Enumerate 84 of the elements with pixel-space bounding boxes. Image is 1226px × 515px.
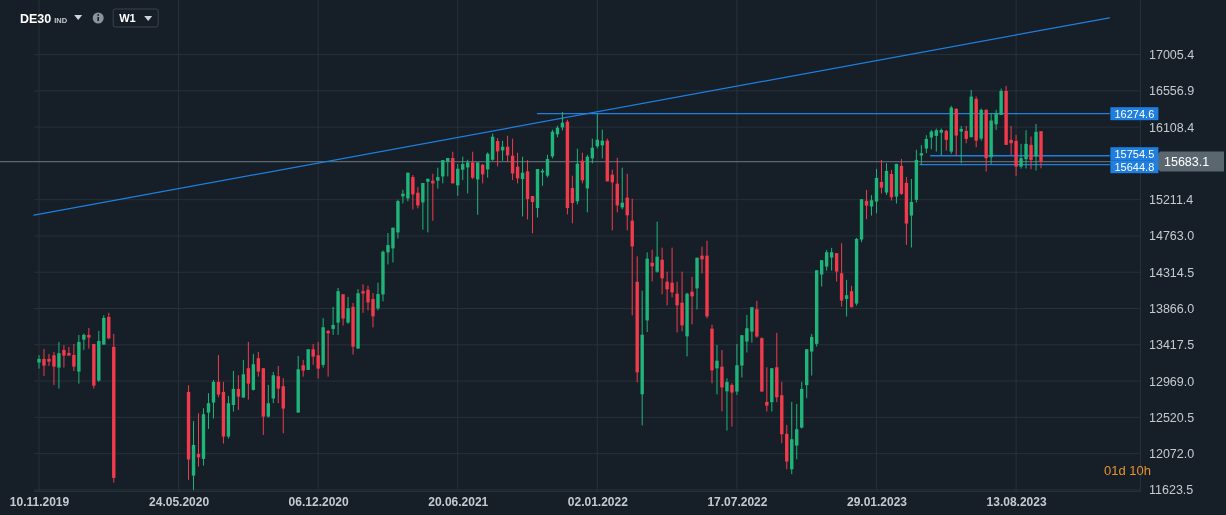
candlestick	[819, 259, 824, 288]
candlestick	[909, 178, 914, 249]
candlestick	[690, 276, 694, 325]
x-tick-label: 29.01.2023	[846, 494, 908, 509]
candlestick	[426, 178, 430, 233]
candlestick	[266, 384, 270, 419]
candlestick	[874, 168, 879, 214]
candlestick	[1029, 136, 1033, 170]
candlestick	[530, 195, 535, 234]
annotation: 01d 10h	[1104, 463, 1151, 478]
candlestick	[829, 247, 834, 272]
candlestick	[471, 151, 475, 180]
candlestick	[650, 249, 654, 282]
y-tick-label: 14763.0	[1149, 229, 1195, 244]
candlestick	[461, 156, 465, 181]
candlestick	[869, 194, 874, 217]
candlestick	[834, 252, 839, 283]
series-label: 15644.8	[1114, 160, 1155, 173]
candlestick	[306, 348, 310, 371]
candlestick	[720, 349, 724, 412]
candlestick	[271, 371, 275, 404]
candlestick	[715, 344, 719, 395]
candlestick	[730, 382, 734, 428]
y-tick-label: 13417.5	[1149, 338, 1195, 353]
candlestick	[241, 359, 246, 399]
candlestick	[844, 279, 849, 318]
candlestick	[206, 392, 211, 430]
candlestick	[824, 249, 829, 272]
y-tick-label: 12072.0	[1149, 447, 1195, 462]
candlestick	[944, 129, 948, 152]
y-tick-label: 14314.5	[1149, 265, 1195, 280]
x-tick-label: 20.06.2021	[428, 494, 489, 509]
x-tick-label: 10.11.2019	[9, 494, 70, 509]
y-tick-label: 13866.0	[1149, 302, 1195, 317]
annotation: W1	[119, 12, 136, 24]
candlestick	[276, 365, 280, 404]
candlestick	[57, 341, 61, 390]
candlestick	[37, 354, 41, 370]
y-tick-label: 17005.4	[1149, 48, 1195, 63]
candlestick	[959, 125, 963, 164]
candlestick	[879, 159, 884, 195]
candlestick	[929, 129, 934, 150]
candlestick	[281, 377, 285, 434]
candlestick	[545, 154, 550, 178]
candlestick	[864, 189, 869, 220]
x-tick-label: 02.01.2022	[567, 494, 629, 509]
y-tick-label: 16108.4	[1149, 120, 1195, 135]
candlestick	[256, 351, 261, 378]
candlestick	[795, 403, 799, 460]
x-tick-label: 17.07.2022	[707, 494, 768, 509]
candlestick	[87, 327, 91, 350]
candlestick	[376, 282, 380, 311]
candlestick	[346, 296, 350, 325]
candlestick	[421, 182, 425, 231]
x-tick-label: 24.05.2020	[149, 494, 210, 509]
candlestick	[246, 341, 251, 401]
candlestick	[884, 162, 889, 196]
candlestick	[326, 329, 330, 378]
candlestick	[82, 333, 86, 351]
ref-line-label: 15683.1	[1164, 155, 1210, 170]
candlestick	[919, 144, 924, 166]
text: DE30	[20, 12, 52, 26]
candlestick	[660, 247, 664, 295]
candlestick	[810, 333, 814, 377]
y-tick-label: 12520.5	[1149, 410, 1195, 425]
x-tick-label: 06.12.2020	[288, 494, 350, 509]
y-tick-label: 11623.5	[1149, 483, 1194, 498]
series-label: 16274.6	[1114, 107, 1155, 120]
candlestick	[331, 306, 335, 336]
candlestick	[765, 366, 769, 413]
candlestick	[446, 157, 450, 177]
y-tick-label: 16556.9	[1149, 84, 1195, 99]
candlestick	[436, 167, 440, 190]
candlestick	[655, 221, 659, 274]
candlestick	[211, 379, 216, 420]
y-tick-label: 12969.0	[1149, 374, 1195, 389]
candlestick	[934, 128, 939, 153]
candlestick	[236, 374, 241, 411]
x-tick-label: 13.08.2023	[986, 494, 1047, 509]
series-label: 15754.5	[1114, 147, 1155, 160]
candlestick	[939, 128, 943, 157]
y-tick-label: 15211.4	[1149, 193, 1194, 208]
candlestick	[725, 377, 729, 432]
candlestick	[216, 354, 221, 398]
